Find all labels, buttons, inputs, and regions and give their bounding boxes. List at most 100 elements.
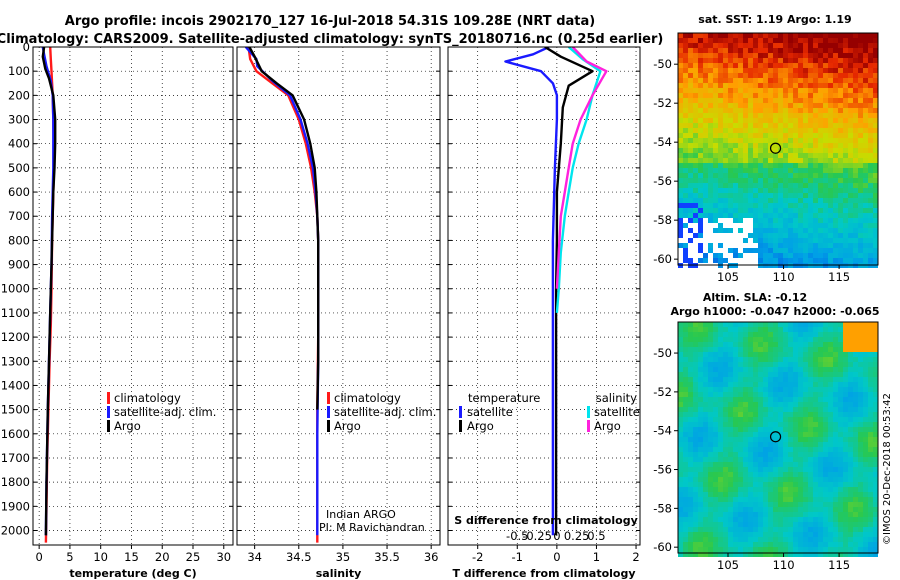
map-cell [778, 118, 783, 123]
map-cell [858, 63, 863, 68]
map-cell [843, 542, 848, 547]
map-cell [858, 462, 863, 467]
map-cell [833, 63, 838, 68]
map-cell [688, 168, 693, 173]
map-cell [848, 193, 853, 198]
map-cell [733, 218, 738, 223]
map-cell [863, 73, 868, 78]
map-cell [678, 362, 683, 367]
map-cell [733, 43, 738, 48]
map-cell [828, 387, 833, 392]
map-cell [698, 183, 703, 188]
map-cell [798, 113, 803, 118]
map-cell [748, 128, 753, 133]
map-cell [793, 233, 798, 238]
legend-satellite-swatch [327, 406, 330, 418]
map-cell [743, 103, 748, 108]
map-cell [848, 362, 853, 367]
map-cell [803, 407, 808, 412]
map-cell [728, 482, 733, 487]
map-cell [848, 512, 853, 517]
map-cell [783, 73, 788, 78]
map-cell [873, 462, 878, 467]
map-cell [818, 327, 823, 332]
map-cell [798, 347, 803, 352]
map-cell [808, 487, 813, 492]
map-cell [858, 243, 863, 248]
map-cell [748, 407, 753, 412]
map-cell [833, 432, 838, 437]
map-cell [738, 233, 743, 238]
map-cell [688, 253, 693, 258]
map-cell [853, 63, 858, 68]
map-cell [793, 337, 798, 342]
map-cell [873, 327, 878, 332]
map-cell [733, 258, 738, 263]
map-cell [738, 327, 743, 332]
map-cell [708, 208, 713, 213]
map-cell [763, 452, 768, 457]
map-cell [738, 88, 743, 93]
map-cell [708, 203, 713, 208]
map-cell [698, 188, 703, 193]
map-cell [848, 367, 853, 372]
map-cell [863, 427, 868, 432]
map-cell [853, 123, 858, 128]
map-cell [743, 522, 748, 527]
map-cell [813, 342, 818, 347]
map-cell [858, 517, 863, 522]
map-cell [733, 517, 738, 522]
map-cell [838, 442, 843, 447]
map-cell [843, 322, 848, 327]
map-cell [693, 158, 698, 163]
map-cell [698, 248, 703, 253]
map-cell [843, 108, 848, 113]
map-cell [768, 532, 773, 537]
map-cell [843, 93, 848, 98]
map-cell [718, 467, 723, 472]
map-cell [758, 153, 763, 158]
map-cell [798, 63, 803, 68]
map-cell [798, 452, 803, 457]
map-cell [753, 218, 758, 223]
map-cell [773, 38, 778, 43]
map-cell [783, 208, 788, 213]
map-cell [748, 223, 753, 228]
map-cell [828, 228, 833, 233]
map-cell [823, 138, 828, 143]
map-cell [873, 58, 878, 63]
map-cell [748, 457, 753, 462]
map-cell [868, 133, 873, 138]
map-cell [758, 417, 763, 422]
map-cell [723, 143, 728, 148]
map-cell [798, 367, 803, 372]
map-cell [828, 507, 833, 512]
map-cell [743, 253, 748, 258]
map-cell [848, 163, 853, 168]
map-cell [733, 228, 738, 233]
map-cell [768, 258, 773, 263]
map-cell [703, 93, 708, 98]
map-cell [693, 38, 698, 43]
map-cell [768, 477, 773, 482]
map-cell [693, 477, 698, 482]
map-cell [698, 487, 703, 492]
map-cell [868, 228, 873, 233]
map-cell [778, 188, 783, 193]
map-cell [708, 218, 713, 223]
map-cell [813, 253, 818, 258]
map-cell [688, 63, 693, 68]
map-cell [683, 228, 688, 233]
map-cell [803, 382, 808, 387]
map-cell [783, 387, 788, 392]
map-cell [868, 487, 873, 492]
map-cell [853, 507, 858, 512]
map-cell [853, 332, 858, 337]
map-cell [868, 347, 873, 352]
map-cell [783, 417, 788, 422]
map-cell [858, 73, 863, 78]
map-cell [683, 372, 688, 377]
map-cell [823, 332, 828, 337]
map-cell [863, 198, 868, 203]
map-cell [853, 382, 858, 387]
